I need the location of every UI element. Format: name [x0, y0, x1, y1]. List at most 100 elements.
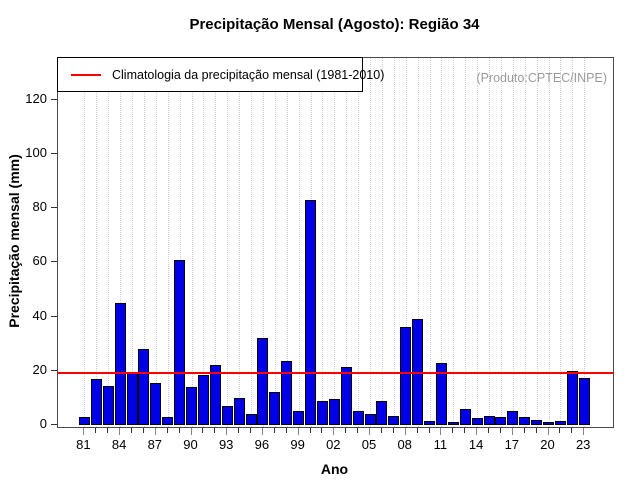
gridline	[441, 58, 443, 427]
chart-title: Precipitação Mensal (Agosto): Região 34	[189, 16, 480, 33]
x-tick-label: 81	[76, 437, 91, 452]
bar-18	[519, 417, 531, 425]
gridline	[251, 58, 252, 427]
x-axis-tick	[571, 428, 573, 433]
x-tick-label: 05	[361, 437, 377, 452]
legend: Climatologia da precipitação mensal (198…	[57, 57, 384, 92]
x-axis-tick	[238, 428, 240, 433]
x-axis-tick	[333, 428, 335, 435]
x-axis-tick	[452, 428, 454, 433]
x-axis-tick	[369, 428, 370, 435]
x-axis-tick	[261, 428, 263, 435]
gridline	[227, 58, 229, 427]
x-axis-tick	[416, 428, 418, 433]
gridline	[120, 58, 122, 427]
bar-93	[221, 406, 233, 425]
bar-88	[162, 417, 174, 425]
bar-20	[543, 422, 554, 425]
y-tick-label: 40	[32, 307, 47, 323]
gridline	[536, 58, 538, 427]
gridline	[108, 58, 110, 427]
x-tick-label: 02	[326, 437, 341, 452]
bar-17	[507, 411, 519, 425]
x-tick-label: 23	[575, 437, 591, 452]
gridline	[132, 58, 133, 427]
x-axis-tick	[357, 428, 359, 433]
y-axis-tick	[51, 153, 57, 154]
bar-95	[245, 414, 257, 425]
y-axis-tick	[51, 369, 57, 371]
x-axis-tick	[535, 428, 537, 433]
gridline	[358, 58, 360, 427]
x-axis-tick	[250, 428, 251, 433]
gridline	[155, 58, 157, 427]
bar-12	[447, 422, 459, 425]
x-axis-tick	[583, 428, 585, 435]
y-axis-tick	[51, 315, 57, 317]
bar-06	[376, 401, 388, 425]
bar-04	[352, 411, 364, 425]
gridline	[215, 58, 217, 427]
bar-07	[388, 416, 400, 425]
legend-line-sample	[71, 73, 101, 76]
x-axis-tick	[285, 428, 287, 433]
x-axis-tick	[380, 428, 382, 433]
y-tick-label: 0	[39, 416, 47, 431]
bar-82	[90, 379, 102, 425]
bar-14	[471, 418, 483, 425]
x-tick-label: 11	[433, 437, 448, 452]
bar-21	[554, 421, 566, 425]
x-axis-tick	[511, 428, 513, 435]
gridline	[334, 58, 336, 427]
gridline	[370, 58, 371, 427]
y-axis-tick	[51, 207, 57, 209]
x-axis-tick	[464, 428, 466, 433]
gridline	[322, 58, 324, 427]
x-axis-tick	[154, 428, 156, 435]
watermark: (Produto:CPTEC/INPE)	[476, 71, 607, 85]
gridline	[524, 58, 526, 427]
gridline	[393, 58, 395, 427]
gridline	[500, 58, 502, 427]
bar-00	[305, 200, 316, 425]
y-tick-label: 100	[25, 145, 47, 160]
x-axis-tick	[392, 428, 394, 433]
gridline	[286, 58, 288, 427]
bar-96	[257, 338, 269, 425]
gridline	[179, 58, 181, 427]
legend-label: Climatologia da precipitação mensal (198…	[112, 67, 385, 82]
gridline	[274, 58, 276, 427]
gridline	[453, 58, 455, 427]
plot-area: Climatologia da precipitação mensal (198…	[57, 57, 614, 428]
gridline	[477, 58, 479, 427]
y-axis-tick	[51, 261, 57, 263]
bar-97	[269, 392, 281, 425]
gridline	[429, 58, 431, 427]
x-axis-tick	[488, 428, 489, 433]
x-axis-tick	[404, 428, 406, 435]
x-tick-label: 14	[468, 437, 484, 452]
x-axis-tick	[559, 428, 561, 433]
bar-19	[531, 420, 543, 425]
bar-85	[126, 372, 138, 425]
climatology-line	[58, 371, 613, 374]
x-axis-tick	[202, 428, 204, 433]
x-tick-label: 93	[218, 437, 234, 452]
bar-16	[495, 417, 507, 425]
x-axis-tick	[226, 428, 228, 435]
x-axis-tick	[297, 428, 299, 435]
bar-86	[138, 349, 150, 425]
bar-10	[424, 421, 435, 425]
x-axis-tick	[119, 428, 121, 435]
x-axis-tick	[440, 428, 442, 435]
gridline	[346, 58, 348, 427]
gridline	[417, 58, 419, 427]
bar-91	[197, 375, 209, 425]
bar-15	[483, 416, 495, 425]
x-axis-tick	[131, 428, 132, 433]
x-axis-label: Ano	[320, 461, 349, 477]
bar-13	[459, 409, 471, 425]
x-axis-tick	[499, 428, 501, 433]
bar-99	[293, 411, 305, 425]
x-axis-tick	[547, 428, 549, 435]
